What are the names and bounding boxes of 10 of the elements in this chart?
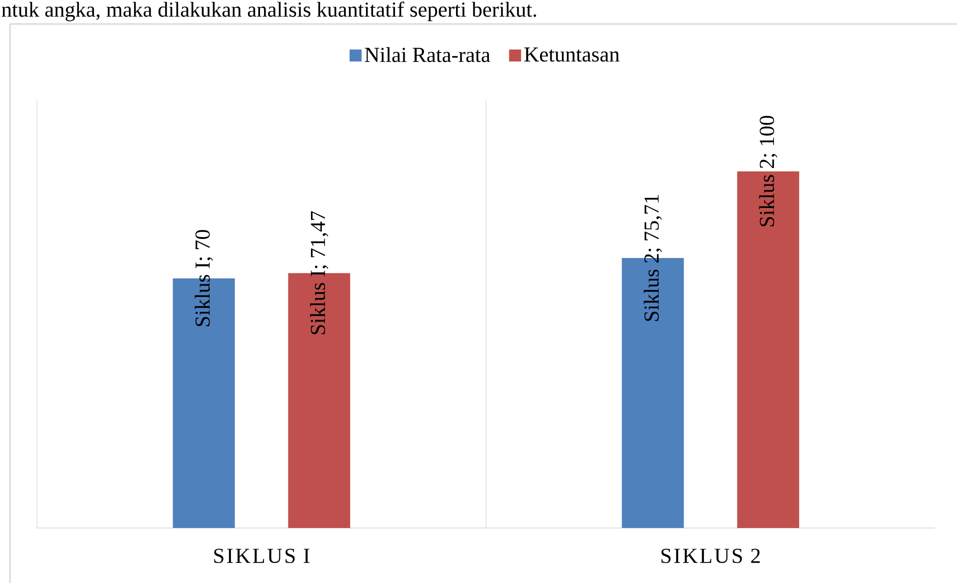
data-label: Siklus I; 70 bbox=[194, 230, 213, 326]
legend-label: Ketuntasan bbox=[524, 48, 620, 62]
data-label: Siklus 2; 100 bbox=[759, 116, 778, 226]
x-tick-label: SIKLUS 2 bbox=[661, 548, 760, 564]
data-label: Siklus 2; 75,71 bbox=[644, 194, 662, 321]
data-label: Siklus I; 71,47 bbox=[310, 211, 328, 334]
legend-label: Nilai Rata-rata bbox=[364, 47, 490, 62]
text: ntuk angka, maka dilakukan analisis kuantitatif seperti berikut. bbox=[2, 2, 536, 22]
x-tick-label: SIKLUS I bbox=[214, 548, 310, 564]
bar bbox=[737, 171, 800, 528]
